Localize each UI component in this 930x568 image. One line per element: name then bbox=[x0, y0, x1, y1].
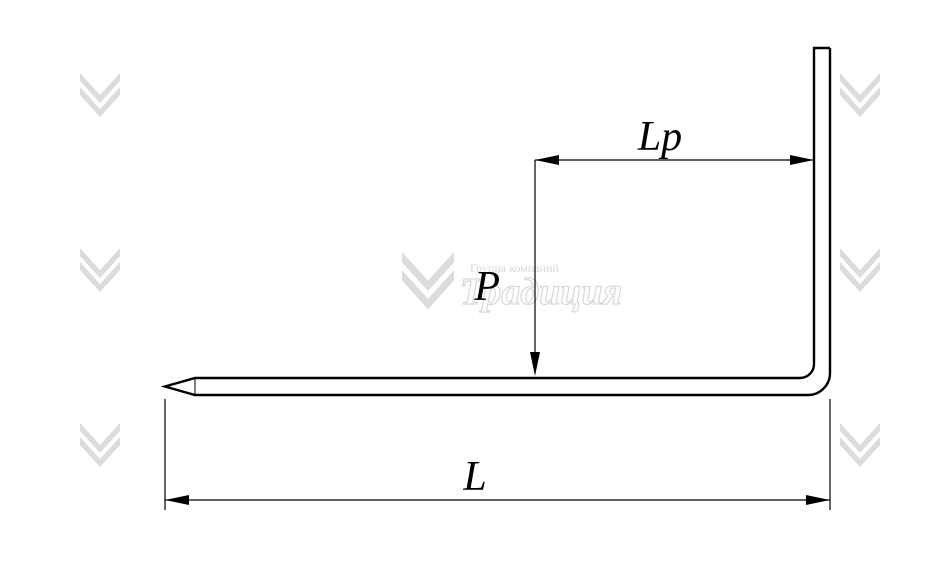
watermark-chevron-icon bbox=[840, 248, 880, 292]
watermark-chevron-icon bbox=[80, 248, 120, 292]
watermark-chevron-icon bbox=[80, 73, 120, 117]
dimension-L bbox=[165, 399, 830, 510]
diagram-canvas: Группа компанийТрадиция L Lp P bbox=[0, 0, 930, 568]
angle-beam-profile bbox=[165, 48, 830, 395]
watermark-chevron-icon bbox=[80, 423, 120, 467]
label-Lp: Lp bbox=[637, 114, 682, 160]
watermark-chevron-icon bbox=[840, 73, 880, 117]
label-L: L bbox=[462, 454, 486, 500]
watermark-chevron-icon bbox=[402, 252, 454, 309]
watermark-chevron-icon bbox=[840, 423, 880, 467]
label-P: P bbox=[473, 264, 500, 310]
